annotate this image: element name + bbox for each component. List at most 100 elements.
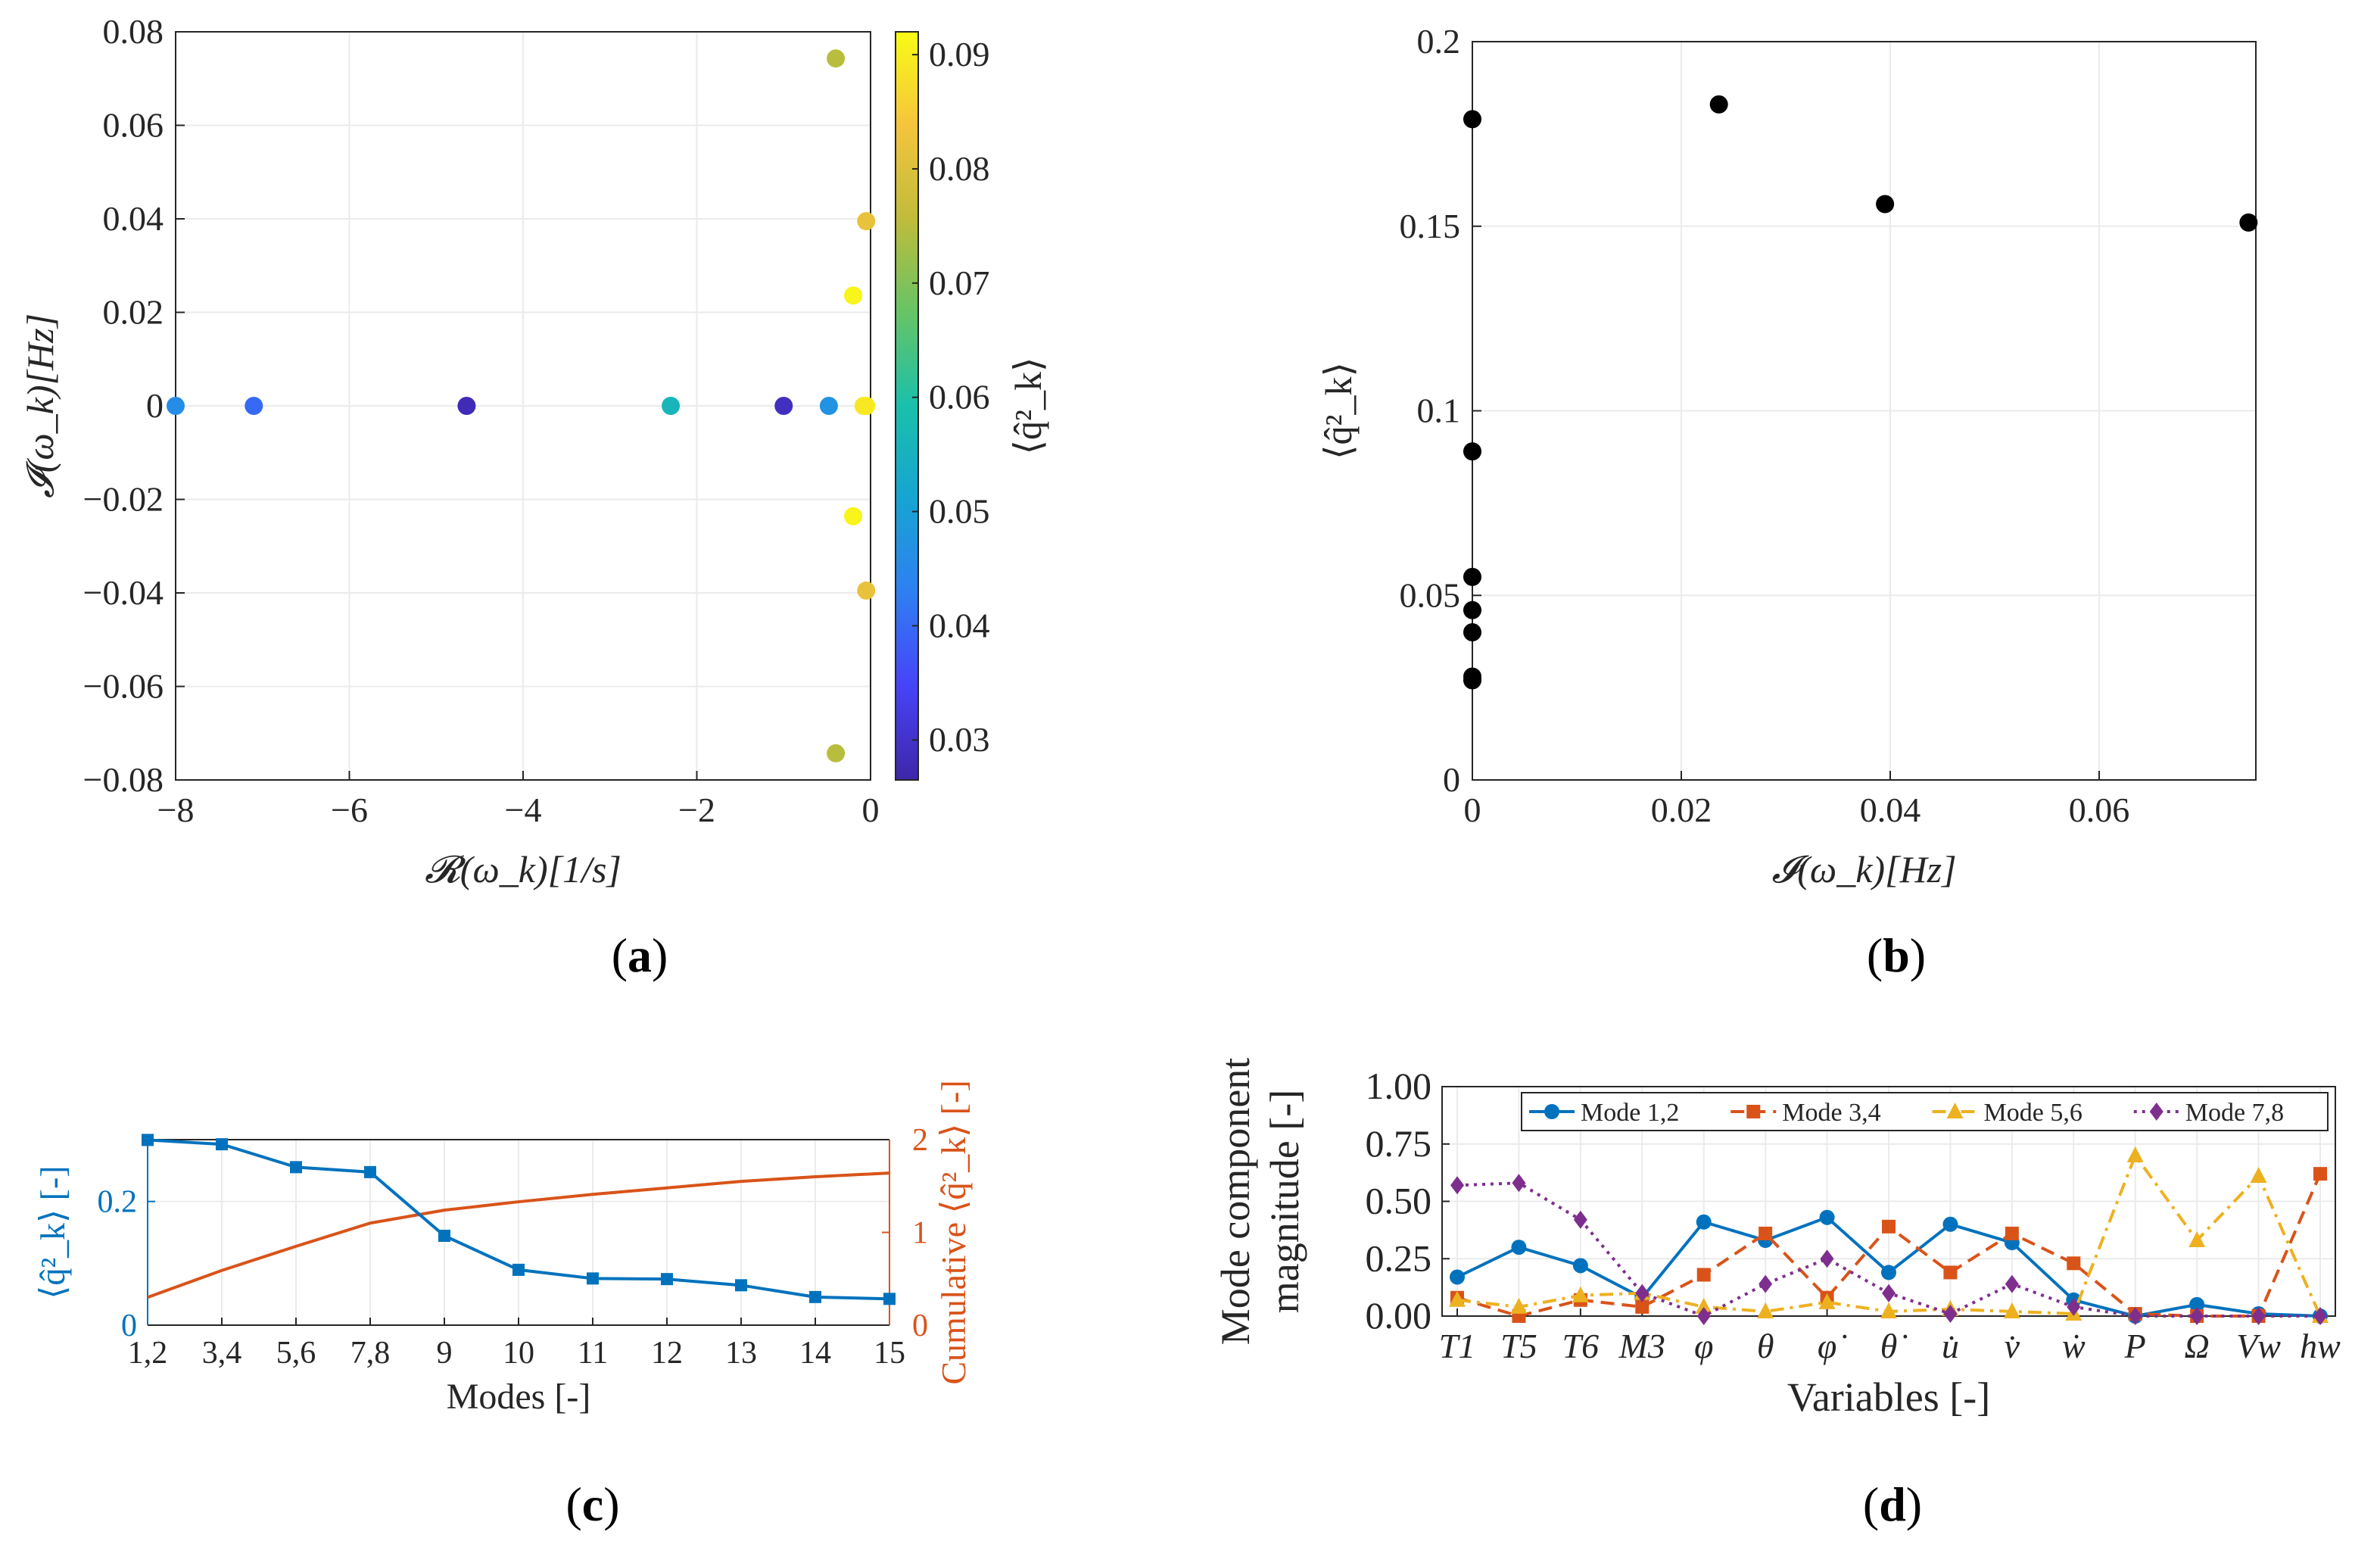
data-point: [1463, 623, 1481, 641]
y-tick-label: 0.00: [1366, 1294, 1432, 1337]
chart-a-svg: −8 −6 −4 −2 0 −0.08 −0.06 −0.04 −0.02 0 0.02 0.04 0.…: [19, 12, 1049, 891]
x-tick-label: T6: [1562, 1327, 1600, 1365]
x-tick-label: v̇: [2005, 1327, 2020, 1365]
y-tick-label: −0.04: [83, 573, 164, 612]
legend-marker: [2149, 1103, 2163, 1121]
data-point: [1759, 1274, 1773, 1293]
data-point: [2003, 1302, 2020, 1318]
y-tick-label: 0.08: [103, 12, 164, 51]
y-axis-label-line1: Mode component: [1213, 1058, 1258, 1345]
data-point: [1882, 1219, 1896, 1234]
x-tick-label: P: [2124, 1327, 2146, 1365]
data-point: [854, 397, 873, 415]
data-point: [857, 212, 876, 231]
data-point: [2067, 1256, 2081, 1271]
data-point: [1876, 195, 1895, 214]
data-point: [2128, 1307, 2142, 1325]
data-point-q: [364, 1165, 376, 1178]
legend-marker: [1544, 1104, 1559, 1119]
x-tick-label: 0.04: [1860, 791, 1921, 829]
data-point: [827, 49, 846, 68]
x-tick-label: Vw: [2236, 1327, 2281, 1365]
y-tick-label: 0.25: [1366, 1237, 1432, 1279]
data-point-q: [438, 1229, 450, 1242]
y-tick-label: 0.02: [103, 293, 164, 332]
legend-box: [1521, 1092, 2329, 1131]
y-tick-label-left: 0: [121, 1309, 137, 1343]
x-tick-label: 1,2: [128, 1336, 168, 1371]
colorbar-tick-label: 0.06: [929, 378, 990, 416]
y-tick-label: 0.75: [1366, 1122, 1432, 1165]
data-point: [1943, 1265, 1958, 1280]
colorbar-tick-label: 0.05: [929, 492, 990, 531]
caption-b: (b): [1866, 928, 1927, 982]
colorbar-tick-label: 0.08: [929, 149, 990, 188]
data-point: [1510, 1297, 1528, 1314]
x-tick-label: 0: [1464, 791, 1481, 829]
data-point-q: [290, 1161, 302, 1174]
caption-d: (d): [1862, 1477, 1923, 1531]
data-point: [1696, 1307, 1711, 1325]
data-point: [2250, 1167, 2267, 1184]
x-tick-label: 0: [862, 791, 880, 829]
data-point: [167, 397, 185, 415]
y-tick-label: 0.1: [1417, 391, 1461, 430]
data-point: [1943, 1304, 1958, 1323]
data-point: [1818, 1293, 1836, 1309]
axes-box: [1472, 41, 2257, 781]
panel-a: −8 −6 −4 −2 0 −0.08 −0.06 −0.04 −0.02 0 0.02 0.04 0.…: [0, 0, 1135, 909]
data-point: [1696, 1268, 1711, 1282]
data-point-q: [216, 1138, 228, 1151]
data-point: [1819, 1209, 1835, 1225]
y-axis-label: ⟨q̂²_k⟩: [1317, 362, 1360, 460]
x-tick-label: 5,6: [276, 1336, 316, 1371]
x-tick-label: 7,8: [350, 1336, 391, 1371]
y-tick-label: −0.08: [83, 760, 164, 799]
x-axis-label: Variables [-]: [1787, 1374, 1990, 1420]
data-point: [1573, 1210, 1587, 1229]
colorbar-tick-label: 0.09: [929, 35, 990, 73]
data-point: [662, 397, 681, 415]
panel-d: T1 T5 T6 M3 φ θ φ̇ θ̇ u̇ v̇ ẇ P Ω Vw hw 0.00 0.25 0.50 0.7…: [1196, 1015, 2380, 1439]
data-point: [2313, 1167, 2327, 1181]
chart-d-svg: T1 T5 T6 M3 φ θ φ̇ θ̇ u̇ v̇ ẇ P Ω Vw hw 0.00 0.25 0.50 0.7…: [1213, 1058, 2341, 1420]
data-point: [1572, 1286, 1589, 1302]
x-tick-label: φ: [1694, 1327, 1713, 1365]
data-point: [857, 581, 876, 600]
y-tick-label: 0.05: [1400, 575, 1461, 614]
data-point: [1463, 600, 1481, 619]
caption-c: (c): [565, 1477, 620, 1531]
x-tick-label: T1: [1439, 1327, 1476, 1365]
chart-b-svg: 0 0.02 0.04 0.06 0 0.05 0.1 0.15 0.2 𝓘(ω_k)[Hz] ⟨q…: [1317, 22, 2258, 891]
y-tick-label: 0.2: [1417, 22, 1461, 61]
y-tick-label: 0.04: [103, 199, 164, 238]
data-point: [1759, 1226, 1773, 1240]
data-point: [774, 397, 793, 415]
x-tick-label: 0.02: [1651, 791, 1712, 829]
data-point-q: [735, 1279, 747, 1292]
y-tick-label: 0: [146, 386, 164, 425]
x-tick-label: −8: [157, 791, 195, 829]
colorbar-tick-label: 0.04: [929, 606, 990, 644]
data-point: [1449, 1290, 1466, 1307]
y-tick-label: 0: [1443, 760, 1460, 799]
legend-marker: [1746, 1105, 1761, 1118]
y-axis-label: 𝓘(ω_k)[Hz]: [19, 313, 61, 498]
data-point: [1463, 567, 1481, 586]
data-point: [827, 744, 846, 763]
y-axis-label-right: Cumulative ⟨q̂²_k⟩ [-]: [934, 1080, 973, 1384]
data-point: [2239, 213, 2258, 232]
x-tick-label: 12: [651, 1336, 683, 1371]
data-point: [1695, 1297, 1712, 1314]
data-point: [2005, 1226, 2019, 1240]
x-tick-label: 13: [725, 1336, 757, 1371]
colorbar: [895, 31, 919, 781]
data-point: [1463, 110, 1481, 129]
data-point: [1450, 1269, 1465, 1285]
data-point-q: [587, 1272, 599, 1285]
data-point-q: [883, 1293, 896, 1305]
data-point: [1463, 442, 1481, 461]
x-tick-label: −4: [505, 791, 542, 829]
data-point: [1757, 1302, 1774, 1318]
legend-label: Mode 3,4: [1782, 1099, 1880, 1127]
